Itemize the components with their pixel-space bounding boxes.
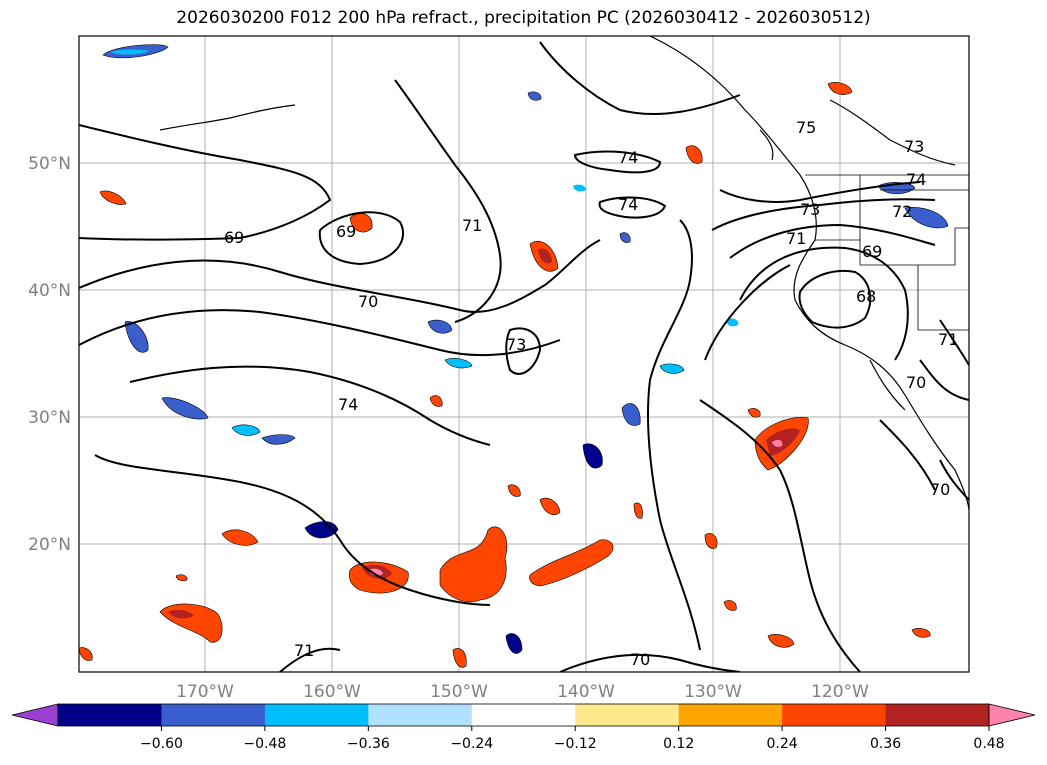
contour-label: 73 <box>506 335 526 354</box>
contour-label: 70 <box>358 292 378 311</box>
contour-label: 73 <box>904 137 924 156</box>
lon-label: 150°W <box>430 682 488 702</box>
latitude-labels: 50°N 40°N 30°N 20°N <box>28 154 71 555</box>
longitude-labels: 170°W 160°W 150°W 140°W 130°W 120°W <box>176 682 869 702</box>
colorbar-frame <box>57 703 990 727</box>
contour-label: 71 <box>294 641 314 660</box>
plot-area <box>79 36 969 672</box>
refractivity-contours <box>79 41 969 672</box>
colorbar-tick-label: 0.24 <box>767 736 798 752</box>
coastlines <box>159 36 969 511</box>
colorbar-cell <box>264 704 369 726</box>
contour-label: 70 <box>630 650 650 669</box>
contour-label: 74 <box>338 395 358 414</box>
contour-label: 70 <box>906 373 926 392</box>
colorbar-tick-label: 0.48 <box>973 736 1004 752</box>
colorbar-cell <box>471 704 576 726</box>
lon-label: 120°W <box>811 682 869 702</box>
colorbar-cell <box>58 704 162 726</box>
contour-label: 71 <box>462 216 482 235</box>
colorbar: −0.60 −0.48 −0.36 −0.24 −0.12 0.12 0.24 0.36 0.4… <box>11 703 1036 752</box>
colorbar-tick-label: 0.12 <box>663 736 694 752</box>
colorbar-cell <box>782 704 887 726</box>
colorbar-cell <box>885 704 990 726</box>
colorbar-tick-label: −0.12 <box>554 736 597 752</box>
contour-label: 71 <box>786 229 806 248</box>
colorbar-tick-label: −0.60 <box>140 736 183 752</box>
lat-label: 20°N <box>28 535 71 555</box>
colorbar-tick-label: −0.36 <box>347 736 390 752</box>
lat-label: 30°N <box>28 408 71 428</box>
colorbar-tick-label: −0.24 <box>450 736 493 752</box>
lat-label: 40°N <box>28 281 71 301</box>
colorbar-tick-label: −0.48 <box>243 736 286 752</box>
contour-labels: 69 69 70 71 73 74 74 74 75 73 71 69 68 7… <box>224 118 958 669</box>
colorbar-cell <box>368 704 473 726</box>
contour-label: 71 <box>938 330 958 349</box>
colorbar-extend-min <box>11 703 59 727</box>
colorbar-cell <box>678 704 783 726</box>
colorbar-tick-label: 0.36 <box>870 736 901 752</box>
contour-label: 69 <box>336 222 356 241</box>
lon-label: 140°W <box>557 682 615 702</box>
contour-label: 69 <box>224 228 244 247</box>
colorbar-extend-max <box>988 703 1036 727</box>
colorbar-cell <box>575 704 680 726</box>
colorbar-cell <box>161 704 266 726</box>
precip-shading <box>79 44 949 668</box>
contour-label: 72 <box>892 202 912 221</box>
borders <box>805 174 969 331</box>
contour-label: 70 <box>930 480 950 499</box>
lon-label: 170°W <box>176 682 234 702</box>
contour-label: 75 <box>796 118 816 137</box>
plot-border <box>78 35 970 673</box>
contour-label: 74 <box>618 195 638 214</box>
lat-label: 50°N <box>28 154 71 174</box>
contour-label: 74 <box>618 148 638 167</box>
lon-label: 160°W <box>303 682 361 702</box>
contour-label: 68 <box>856 287 876 306</box>
contour-label: 74 <box>906 170 926 189</box>
lon-label: 130°W <box>684 682 742 702</box>
contour-label: 69 <box>862 242 882 261</box>
contour-label: 73 <box>800 200 820 219</box>
map-title: 2026030200 F012 200 hPa refract., precip… <box>176 8 871 28</box>
